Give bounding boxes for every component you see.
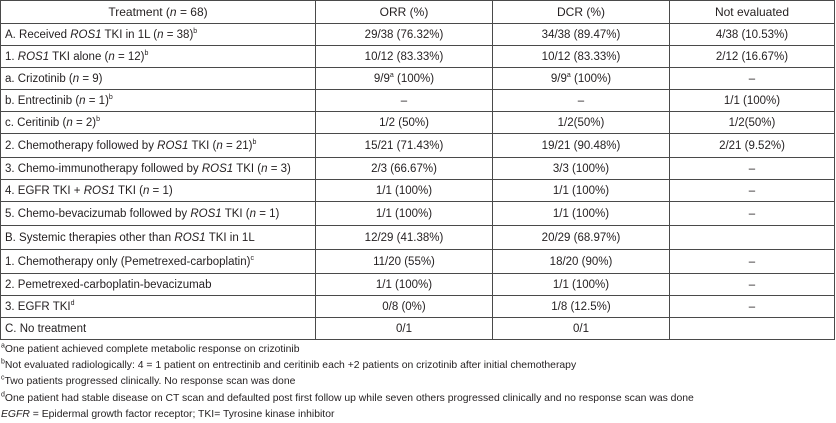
row-treatment-label: 1. ROS1 TKI alone (n = 12)b	[0, 45, 316, 68]
cell-not-evaluated: –	[669, 179, 835, 202]
cell-not-evaluated: –	[669, 273, 835, 296]
row-treatment-label: A. Received ROS1 TKI in 1L (n = 38)b	[0, 23, 316, 46]
cell-not-evaluated: –	[669, 67, 835, 90]
cell-orr: 2/3 (66.67%)	[315, 157, 493, 180]
cell-not-evaluated: 2/12 (16.67%)	[669, 45, 835, 68]
cell-not-evaluated: –	[669, 201, 835, 226]
header-orr: ORR (%)	[315, 0, 493, 24]
cell-orr: 9/9a (100%)	[315, 67, 493, 90]
header-dcr: DCR (%)	[492, 0, 670, 24]
cell-not-evaluated: 2/21 (9.52%)	[669, 133, 835, 158]
footnote-b: bNot evaluated radiologically: 4 = 1 pat…	[1, 358, 577, 372]
cell-dcr: 1/1 (100%)	[492, 201, 670, 226]
table-row: C. No treatment 0/1 0/1	[0, 317, 835, 340]
cell-dcr: 20/29 (68.97%)	[492, 225, 670, 250]
row-treatment-label: 3. Chemo-immunotherapy followed by ROS1 …	[0, 157, 316, 180]
cell-dcr: 1/1 (100%)	[492, 273, 670, 296]
row-treatment-label: C. No treatment	[0, 317, 316, 340]
cell-not-evaluated: 4/38 (10.53%)	[669, 23, 835, 46]
table-row: A. Received ROS1 TKI in 1L (n = 38)b 29/…	[0, 23, 835, 46]
cell-not-evaluated: –	[669, 157, 835, 180]
cell-orr: 29/38 (76.32%)	[315, 23, 493, 46]
footnote-abbreviations: EGFR = Epidermal growth factor receptor;…	[1, 408, 335, 420]
row-treatment-label: a. Crizotinib (n = 9)	[0, 67, 316, 90]
cell-orr: 12/29 (41.38%)	[315, 225, 493, 250]
cell-not-evaluated: 1/1 (100%)	[669, 89, 835, 112]
cell-dcr: 34/38 (89.47%)	[492, 23, 670, 46]
row-treatment-label: 3. EGFR TKId	[0, 295, 316, 318]
cell-orr: 10/12 (83.33%)	[315, 45, 493, 68]
table-row: 3. EGFR TKId 0/8 (0%) 1/8 (12.5%) –	[0, 295, 835, 318]
cell-orr: 0/8 (0%)	[315, 295, 493, 318]
cell-dcr: –	[492, 89, 670, 112]
table-footnotes: aOne patient achieved complete metabolic…	[1, 342, 835, 423]
footnote-c: cTwo patients progressed clinically. No …	[1, 374, 296, 388]
row-treatment-label: 1. Chemotherapy only (Pemetrexed-carbopl…	[0, 249, 316, 274]
table-row: 2. Chemotherapy followed by ROS1 TKI (n …	[0, 133, 835, 158]
header-treatment: Treatment (n = 68)	[0, 0, 316, 24]
cell-orr: 1/1 (100%)	[315, 201, 493, 226]
row-treatment-label: 2. Pemetrexed-carboplatin-bevacizumab	[0, 273, 316, 296]
cell-dcr: 10/12 (83.33%)	[492, 45, 670, 68]
row-treatment-label: 2. Chemotherapy followed by ROS1 TKI (n …	[0, 133, 316, 158]
cell-orr: 15/21 (71.43%)	[315, 133, 493, 158]
row-treatment-label: b. Entrectinib (n = 1)b	[0, 89, 316, 112]
cell-not-evaluated: 1/2(50%)	[669, 111, 835, 134]
row-treatment-label: c. Ceritinib (n = 2)b	[0, 111, 316, 134]
table-row: 1. ROS1 TKI alone (n = 12)b 10/12 (83.33…	[0, 45, 835, 68]
table-row: 3. Chemo-immunotherapy followed by ROS1 …	[0, 157, 835, 180]
cell-not-evaluated	[669, 317, 835, 340]
table-row: B. Systemic therapies other than ROS1 TK…	[0, 225, 835, 250]
treatment-response-table: Treatment (n = 68) ORR (%) DCR (%) Not e…	[0, 0, 835, 340]
table-row: c. Ceritinib (n = 2)b 1/2 (50%) 1/2(50%)…	[0, 111, 835, 134]
row-treatment-label: 5. Chemo-bevacizumab followed by ROS1 TK…	[0, 201, 316, 226]
header-not-evaluated: Not evaluated	[669, 0, 835, 24]
footnote-a: aOne patient achieved complete metabolic…	[1, 342, 300, 355]
cell-not-evaluated	[669, 225, 835, 250]
cell-orr: 11/20 (55%)	[315, 249, 493, 274]
cell-dcr: 19/21 (90.48%)	[492, 133, 670, 158]
cell-dcr: 0/1	[492, 317, 670, 340]
cell-orr: 1/2 (50%)	[315, 111, 493, 134]
cell-orr: –	[315, 89, 493, 112]
table-row: 1. Chemotherapy only (Pemetrexed-carbopl…	[0, 249, 835, 274]
table-header-row: Treatment (n = 68) ORR (%) DCR (%) Not e…	[0, 0, 835, 24]
cell-not-evaluated: –	[669, 249, 835, 274]
cell-dcr: 18/20 (90%)	[492, 249, 670, 274]
cell-orr: 1/1 (100%)	[315, 273, 493, 296]
cell-orr: 0/1	[315, 317, 493, 340]
cell-not-evaluated: –	[669, 295, 835, 318]
cell-dcr: 1/2(50%)	[492, 111, 670, 134]
cell-dcr: 1/1 (100%)	[492, 179, 670, 202]
cell-orr: 1/1 (100%)	[315, 179, 493, 202]
row-treatment-label: B. Systemic therapies other than ROS1 TK…	[0, 225, 316, 250]
table-row: 5. Chemo-bevacizumab followed by ROS1 TK…	[0, 201, 835, 226]
table-row: b. Entrectinib (n = 1)b – – 1/1 (100%)	[0, 89, 835, 112]
table-row: a. Crizotinib (n = 9) 9/9a (100%) 9/9a (…	[0, 67, 835, 90]
row-treatment-label: 4. EGFR TKI + ROS1 TKI (n = 1)	[0, 179, 316, 202]
cell-dcr: 1/8 (12.5%)	[492, 295, 670, 318]
footnote-d: dOne patient had stable disease on CT sc…	[1, 391, 694, 404]
cell-dcr: 9/9a (100%)	[492, 67, 670, 90]
table-row: 2. Pemetrexed-carboplatin-bevacizumab 1/…	[0, 273, 835, 296]
cell-dcr: 3/3 (100%)	[492, 157, 670, 180]
table-row: 4. EGFR TKI + ROS1 TKI (n = 1) 1/1 (100%…	[0, 179, 835, 202]
